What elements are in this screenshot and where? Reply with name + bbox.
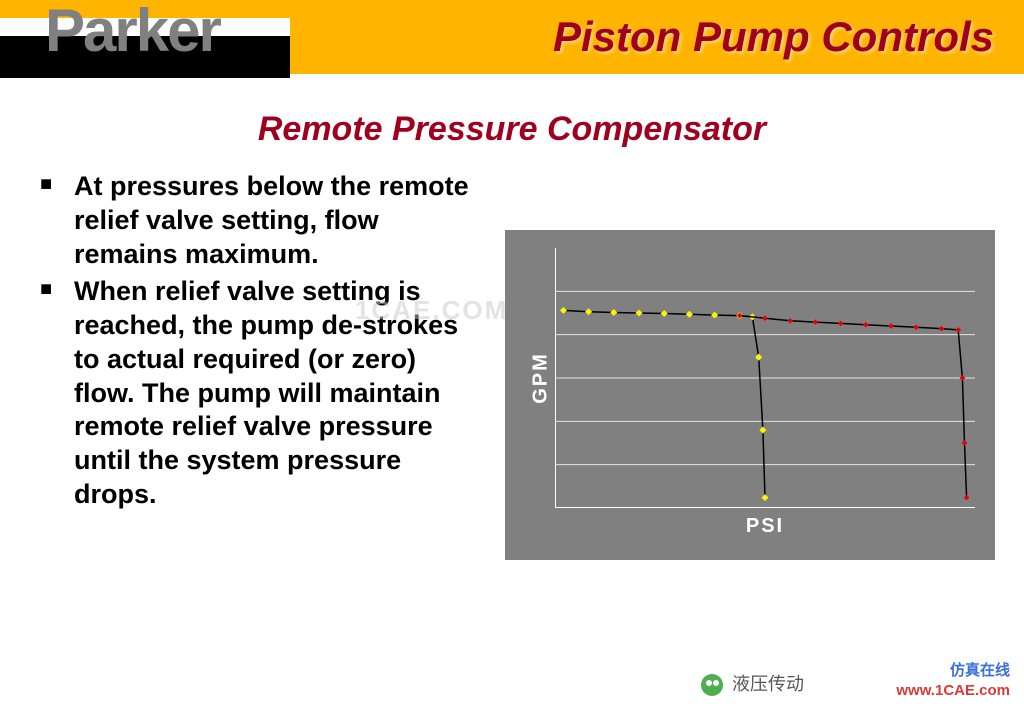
y-axis-label: GPM	[529, 352, 552, 404]
wechat-text: 液压传动	[732, 674, 804, 694]
logo-text: Parker	[45, 0, 220, 65]
subtitle: Remote Pressure Compensator	[0, 110, 1024, 149]
header: Piston Pump Controls Parker	[0, 0, 1024, 90]
wechat-icon	[701, 674, 723, 696]
wechat-label: 液压传动	[701, 670, 804, 696]
watermark: 1CAE.COM	[355, 295, 508, 326]
logo: Parker	[0, 0, 290, 90]
footer-brand: 仿真在线	[896, 661, 1010, 681]
footer-right: 仿真在线 www.1CAE.com	[896, 661, 1010, 700]
bullet-list: At pressures below the remote relief val…	[40, 170, 470, 512]
chart-svg	[555, 248, 975, 508]
footer-url: www.1CAE.com	[896, 681, 1010, 701]
content-text: At pressures below the remote relief val…	[40, 170, 470, 516]
plot-area: GPM PSI	[555, 248, 975, 508]
chart: GPM PSI	[505, 230, 995, 560]
page-title: Piston Pump Controls	[553, 13, 994, 61]
bullet-item: At pressures below the remote relief val…	[40, 170, 470, 271]
x-axis-label: PSI	[746, 515, 784, 538]
